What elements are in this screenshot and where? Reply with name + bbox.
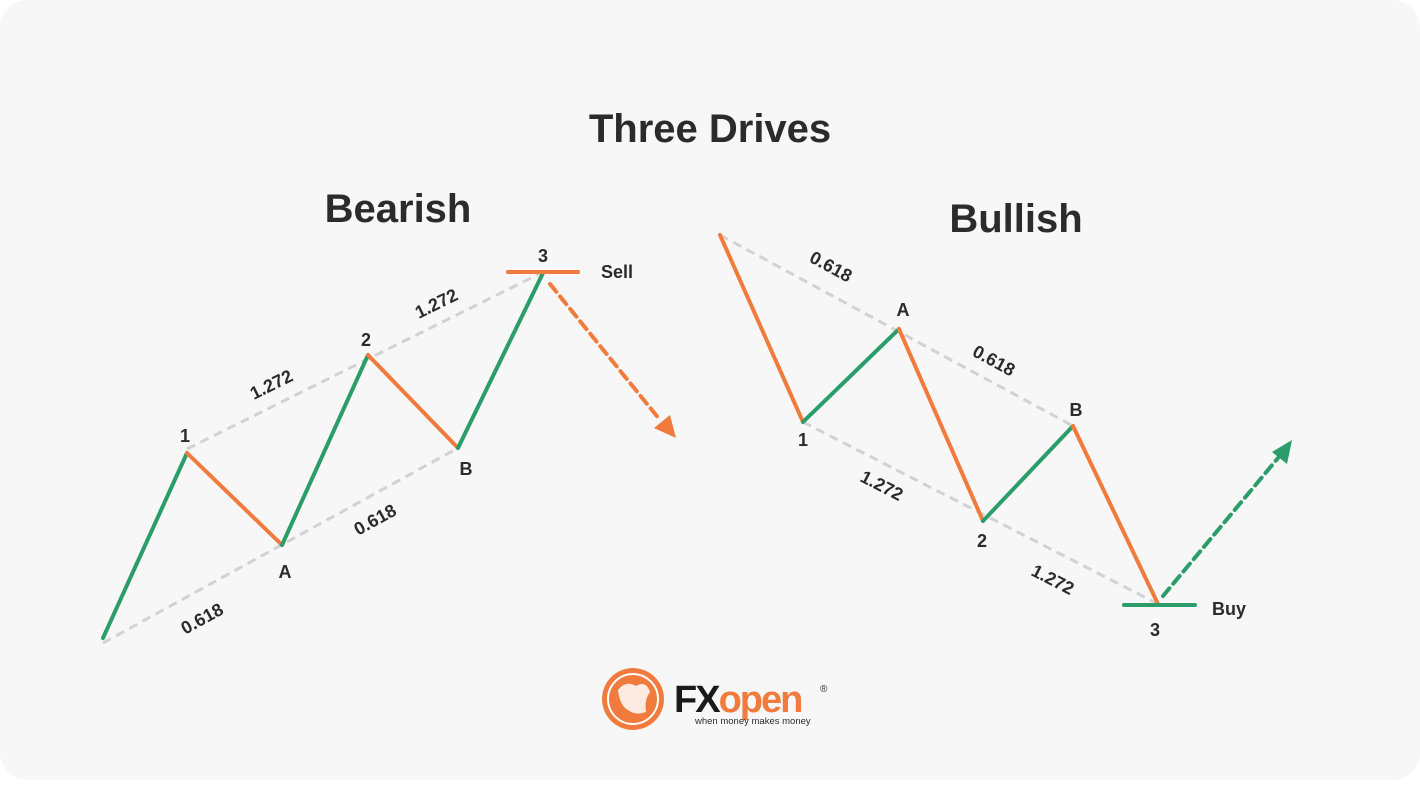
correction-leg (801, 327, 901, 424)
action-label: Buy (1212, 599, 1246, 619)
point-label: 1 (180, 426, 190, 446)
buy-arrow (1161, 456, 1280, 598)
logo-tagline: when money makes money (694, 716, 811, 727)
point-label: B (460, 459, 473, 479)
drive-leg (1071, 424, 1160, 606)
point-label: 3 (538, 246, 548, 266)
point-label: A (897, 300, 910, 320)
drive-leg (101, 451, 189, 640)
drive-leg (897, 327, 985, 523)
point-label: 1 (798, 430, 808, 450)
title: Three Drives (589, 107, 831, 151)
arrow-head (654, 415, 676, 438)
panel-title: Bullish (949, 197, 1082, 241)
point-label: B (1070, 400, 1083, 420)
drive-leg (718, 233, 805, 424)
point-label: A (279, 562, 292, 582)
drive-leg (280, 353, 370, 547)
arrow-head (1272, 440, 1292, 464)
point-label: 2 (361, 330, 371, 350)
logo-bull (618, 683, 650, 714)
logo-emblem-ring (607, 673, 659, 725)
logo: FXopen ® when money makes money (602, 668, 828, 730)
correction-leg (981, 424, 1075, 523)
logo-brand: FXopen (674, 679, 801, 721)
logo-registered: ® (820, 684, 828, 695)
brand-part: FX (674, 679, 721, 721)
point-label: 2 (977, 531, 987, 551)
brand-part: open (719, 679, 802, 721)
sell-arrow (548, 282, 662, 422)
panel-title: Bearish (325, 187, 472, 231)
point-label: 3 (1150, 620, 1160, 640)
action-label: Sell (601, 262, 633, 282)
drive-leg (456, 271, 545, 450)
correction-leg (185, 451, 284, 547)
correction-leg (366, 353, 460, 450)
